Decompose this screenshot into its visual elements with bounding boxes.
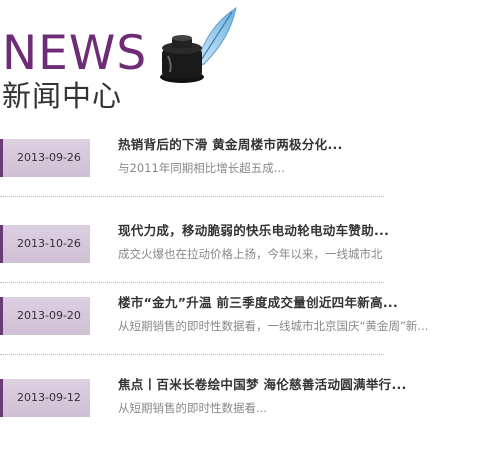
news-summary: 从短期销售的即时性数据看... bbox=[118, 401, 267, 415]
news-summary: 从短期销售的即时性数据看，一线城市北京国庆“黄金周”新... bbox=[118, 319, 429, 333]
news-date: 2013-09-26 bbox=[17, 151, 81, 164]
news-item[interactable]: 2013-10-26 现代力成，移动脆弱的快乐电动轮电动车赞助... 成交火爆也… bbox=[0, 218, 478, 298]
news-item[interactable]: 2013-09-12 焦点丨百米长卷绘中国梦 海伦慈善活动圆满举行... 从短期… bbox=[0, 372, 478, 452]
date-badge: 2013-09-12 bbox=[0, 379, 90, 417]
news-item[interactable]: 2013-09-26 热销背后的下滑 黄金周楼市两极分化... 与2011年同期… bbox=[0, 132, 478, 212]
ink-and-quill-icon bbox=[160, 6, 237, 83]
news-date: 2013-09-12 bbox=[17, 391, 81, 404]
news-date: 2013-10-26 bbox=[17, 237, 81, 250]
news-title-link[interactable]: 楼市“金九”升温 前三季度成交量创近四年新高... bbox=[118, 295, 399, 310]
divider bbox=[0, 282, 384, 283]
header: NEWS 新闻中心 bbox=[0, 0, 478, 120]
news-title-link[interactable]: 焦点丨百米长卷绘中国梦 海伦慈善活动圆满举行... bbox=[118, 377, 407, 392]
news-summary: 与2011年同期相比增长超五成... bbox=[118, 161, 285, 175]
news-title-cn: 新闻中心 bbox=[2, 79, 123, 113]
date-badge: 2013-09-26 bbox=[0, 139, 90, 177]
date-badge: 2013-10-26 bbox=[0, 225, 90, 263]
date-badge: 2013-09-20 bbox=[0, 297, 90, 335]
news-item[interactable]: 2013-09-20 楼市“金九”升温 前三季度成交量创近四年新高... 从短期… bbox=[0, 290, 478, 370]
divider bbox=[0, 354, 384, 355]
news-summary: 成交火爆也在拉动价格上扬，今年以来，一线城市北 bbox=[118, 247, 383, 261]
news-date: 2013-09-20 bbox=[17, 309, 81, 322]
news-title-link[interactable]: 现代力成，移动脆弱的快乐电动轮电动车赞助... bbox=[118, 223, 390, 238]
news-title-en: NEWS bbox=[2, 26, 148, 81]
news-title-link[interactable]: 热销背后的下滑 黄金周楼市两极分化... bbox=[118, 137, 343, 152]
divider bbox=[0, 196, 384, 197]
